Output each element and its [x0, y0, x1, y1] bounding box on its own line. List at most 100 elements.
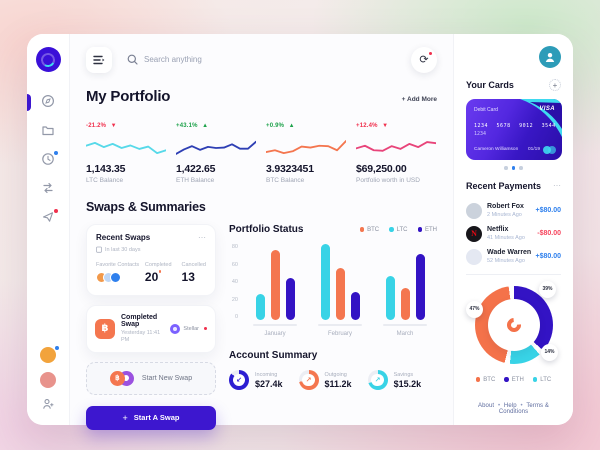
bar-btc	[270, 249, 280, 320]
balance-value: 3.9323451	[266, 163, 314, 175]
sidebar-item-swaps[interactable]	[41, 181, 55, 195]
more-options-icon[interactable]: ⋯	[198, 232, 206, 242]
divider	[466, 273, 561, 275]
ltc-sparkline	[86, 141, 166, 155]
about-link[interactable]: About	[477, 403, 495, 409]
user-avatar[interactable]	[539, 46, 561, 68]
bar-group-february: February	[312, 244, 368, 337]
payment-amount: +$80.00	[535, 207, 562, 214]
change-percent: +0.9%	[266, 123, 285, 129]
group-baseline	[253, 324, 297, 326]
balance-label: ETH Balance	[176, 177, 215, 184]
card-number: 1234 5678 9012 3544	[474, 123, 556, 129]
bitcoin-coin-icon: ฿	[109, 370, 125, 386]
x-tick: March	[396, 331, 414, 337]
balance-label: Portfolio worth in USD	[356, 177, 420, 184]
sidebar-item-send[interactable]	[41, 208, 58, 224]
card-type: Debit Card	[474, 107, 498, 113]
outgoing-arrow-icon: ↗	[305, 377, 312, 384]
favorite-contacts: Favorite Contacts	[96, 262, 139, 283]
menu-toggle-button[interactable]	[86, 46, 112, 73]
add-card-button[interactable]: +	[549, 79, 561, 91]
contact-avatar-2[interactable]	[40, 372, 56, 388]
incoming-progress-ring: ↙	[229, 370, 249, 390]
payments-more-icon[interactable]: ⋯	[553, 180, 561, 190]
page-dot-2[interactable]	[511, 166, 516, 170]
alert-dot	[53, 208, 58, 213]
legend-dot-ltc	[389, 227, 394, 232]
add-contact-button[interactable]	[41, 397, 55, 411]
balance-value: 1,143.35	[86, 163, 126, 175]
refresh-alert-dot	[428, 51, 432, 55]
footer-links: About • Help • Terms & Conditions	[477, 403, 550, 415]
payment-row[interactable]: N Netflix 41 Minutes Ago -$80.00	[466, 225, 561, 242]
payment-row[interactable]: Robert Fox 2 Minutes Ago +$80.00	[466, 202, 562, 219]
bar-ltc	[255, 294, 265, 320]
card-pagination	[466, 166, 561, 170]
payment-amount: -$80.00	[537, 230, 561, 237]
summary-savings: ↗ Savings $15.2k	[367, 370, 421, 390]
usd-sparkline	[356, 141, 436, 152]
contact-avatar-1[interactable]	[40, 345, 59, 363]
start-swap-button[interactable]: + Start A Swap	[86, 405, 216, 430]
stat-card-usd[interactable]: +12.4% ▼ $69,250.00 Portfolio worth in U…	[356, 114, 437, 184]
stat-card-ltc[interactable]: -21.2% ▼ 1,143.35 LTC Balance	[86, 114, 167, 184]
stat-card-btc[interactable]: +0.9% ▲ 3.9323451 BTC Balance	[266, 114, 347, 184]
swaps-section-title: Swaps & Summaries	[86, 200, 206, 214]
completed-stat: Completed 20	[144, 262, 172, 284]
bar-group-march: March	[377, 244, 433, 337]
cancelled-stat: Cancelled 13	[181, 262, 206, 284]
bar-ltc	[385, 276, 395, 320]
search-input[interactable]	[144, 55, 294, 64]
sidebar-item-history[interactable]	[41, 150, 58, 166]
y-tick: 60	[231, 261, 238, 268]
add-more-link[interactable]: + Add More	[401, 96, 437, 103]
app-logo[interactable]	[35, 47, 61, 72]
stellar-icon	[170, 323, 181, 334]
page-dot-3[interactable]	[519, 166, 523, 170]
calendar-icon	[96, 246, 102, 253]
search-icon	[127, 54, 138, 65]
savings-arrow-icon: ↗	[374, 377, 381, 384]
payments-list: Robert Fox 2 Minutes Ago +$80.00 N Netfl…	[466, 196, 561, 265]
portfolio-status-chart: 80 60 40 20 0 January February March	[229, 244, 437, 337]
bar-eth	[415, 253, 425, 320]
status-dot	[204, 327, 207, 331]
sidebar-item-portfolio[interactable]	[41, 123, 55, 137]
summary-incoming: ↙ Incoming $27.4k	[229, 370, 283, 390]
chart-title: Portfolio Status	[229, 224, 304, 235]
stat-card-eth[interactable]: +43.1% ▲ 1,422.65 ETH Balance	[176, 114, 257, 184]
change-percent: +12.4%	[356, 123, 378, 129]
visa-logo: VISA	[539, 106, 555, 112]
eth-percent-badge: 39%	[539, 280, 556, 298]
balance-label: LTC Balance	[86, 177, 124, 184]
terms-link[interactable]: Terms & Conditions	[498, 403, 550, 415]
ltc-percent-badge: 14%	[541, 343, 558, 361]
refresh-button[interactable]: ⟳	[411, 46, 437, 73]
payment-row[interactable]: Wade Warren 52 Minutes Ago +$80.00	[466, 248, 562, 265]
bar-btc	[400, 287, 410, 320]
completed-swap-card[interactable]: ฿ Completed Swap Yesterday 11:41 PM Stel…	[86, 305, 216, 353]
page-dot-1[interactable]	[504, 166, 508, 170]
contact-avatar[interactable]	[110, 272, 121, 283]
add-user-icon	[43, 399, 54, 409]
card-corner-decor	[520, 99, 562, 137]
debit-card[interactable]: Debit Card VISA 1234 5678 9012 3544 1234…	[466, 99, 562, 160]
bar-eth	[350, 291, 360, 320]
balance-label: BTC Balance	[266, 177, 305, 184]
payer-avatar	[466, 202, 482, 219]
help-link[interactable]: Help	[503, 403, 517, 409]
completed-count: 20	[144, 270, 162, 284]
top-bar: ⟳	[86, 46, 437, 73]
bar-ltc	[320, 244, 330, 320]
recent-swaps-card: Recent Swaps ⋯ In last 30 days Favorite …	[86, 224, 216, 296]
chart-legend: BTC LTC ETH	[359, 227, 437, 233]
start-new-swap-card[interactable]: ฿ Start New Swap	[86, 361, 216, 395]
payer-avatar: N	[466, 225, 482, 242]
payment-amount: +$80.00	[535, 253, 562, 260]
dashboard-window: ⟳ My Portfolio + Add More -21.2% ▼ 1,143…	[27, 34, 573, 430]
active-nav-indicator	[27, 94, 31, 111]
sidebar-item-dashboard[interactable]	[41, 94, 55, 108]
card-holder: Cameron Williamson	[474, 147, 519, 152]
sidebar-bottom	[40, 345, 59, 411]
